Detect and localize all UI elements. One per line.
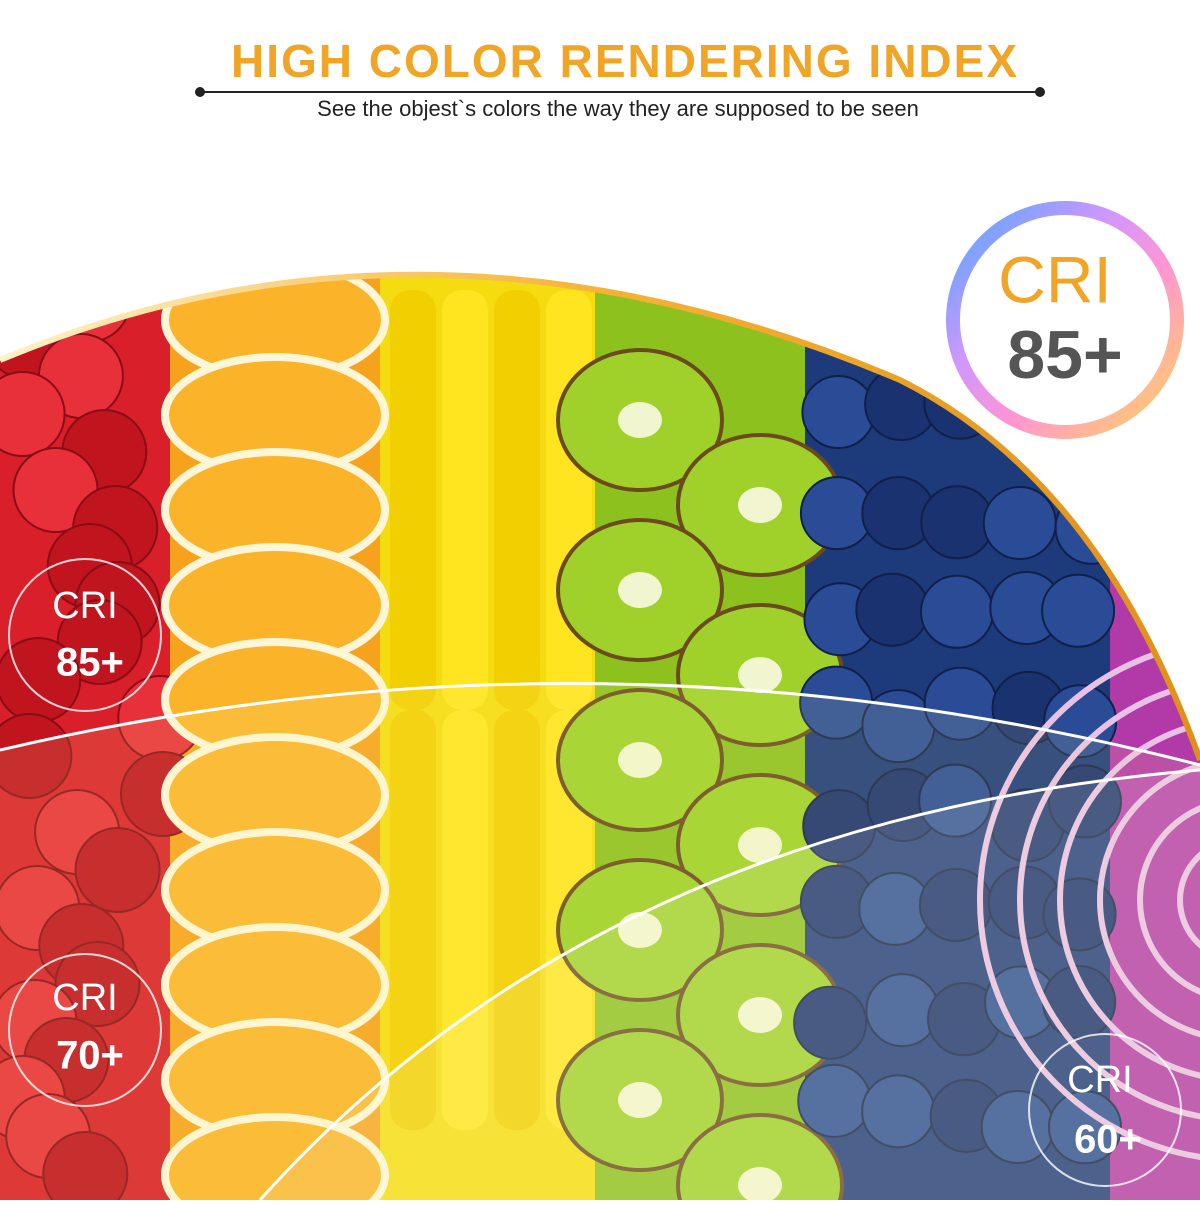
blueberry — [920, 574, 995, 649]
onion-ring — [1097, 757, 1200, 1043]
kiwi-core — [618, 742, 662, 778]
fruit-image — [0, 274, 1200, 1201]
badge-value: 60+ — [1074, 1118, 1142, 1162]
section-line — [0, 682, 1200, 767]
kiwi-core — [738, 487, 782, 523]
pepper-strip — [494, 290, 540, 710]
main-badge-face — [967, 222, 1163, 418]
badge-label: CRI — [52, 585, 117, 627]
main-badge: CRI 85+ — [946, 201, 1184, 439]
pepper-strip — [390, 290, 436, 710]
blueberry — [1054, 490, 1129, 565]
rule-dot — [1035, 87, 1045, 97]
badge-value: 85+ — [56, 641, 124, 685]
badge: CRI 60+ — [1028, 1033, 1182, 1187]
kiwi-core — [738, 657, 782, 693]
tint-60 — [260, 770, 1200, 1200]
blueberry — [920, 485, 995, 560]
onion-ring — [1017, 677, 1200, 1123]
tint-70 — [0, 683, 1200, 1200]
blueberry — [855, 572, 930, 647]
kiwi-core — [618, 572, 662, 608]
onion-ring — [1057, 717, 1200, 1083]
dome-edge — [0, 271, 1200, 762]
badge-label: CRI — [1067, 1059, 1132, 1101]
kiwi-core — [738, 827, 782, 863]
onion-ring — [1177, 837, 1200, 963]
blueberry — [918, 763, 993, 838]
kiwi-core — [738, 1167, 782, 1201]
kiwi-core — [738, 997, 782, 1033]
badge-ring — [8, 558, 162, 712]
raspberry — [74, 827, 161, 913]
pepper-strip — [546, 290, 592, 710]
blueberry — [982, 485, 1057, 560]
blueberry — [1047, 1090, 1122, 1165]
badge: CRI 85+ — [8, 558, 162, 712]
main-badge-label: CRI — [998, 242, 1112, 316]
rule-dot — [195, 87, 205, 97]
section-line — [258, 768, 1200, 1202]
orange-slice — [161, 1113, 389, 1201]
badge-value: 70+ — [56, 1034, 124, 1078]
kiwi-core — [618, 1082, 662, 1118]
raspberry — [0, 713, 73, 799]
main-badge-value: 85+ — [1007, 317, 1122, 393]
badge-ring — [1028, 1033, 1182, 1187]
title: HIGH COLOR RENDERING INDEX — [231, 35, 1019, 87]
blueberry — [1041, 573, 1116, 648]
pepper-strip — [390, 710, 436, 1130]
kiwi-core — [618, 402, 662, 438]
subtitle: See the objest`s colors the way they are… — [317, 96, 919, 121]
onion-ring — [1137, 797, 1200, 1003]
pepper-strip — [494, 710, 540, 1130]
raspberry — [0, 371, 66, 457]
raspberry — [42, 1131, 129, 1201]
raspberry — [54, 941, 141, 1027]
badge-ring — [8, 953, 162, 1107]
pepper-strip — [442, 290, 488, 710]
badge-label: CRI — [52, 977, 117, 1019]
blueberry — [801, 375, 876, 450]
blueberry — [793, 985, 868, 1060]
badge: CRI 70+ — [8, 953, 162, 1107]
onion-ring — [977, 637, 1200, 1163]
